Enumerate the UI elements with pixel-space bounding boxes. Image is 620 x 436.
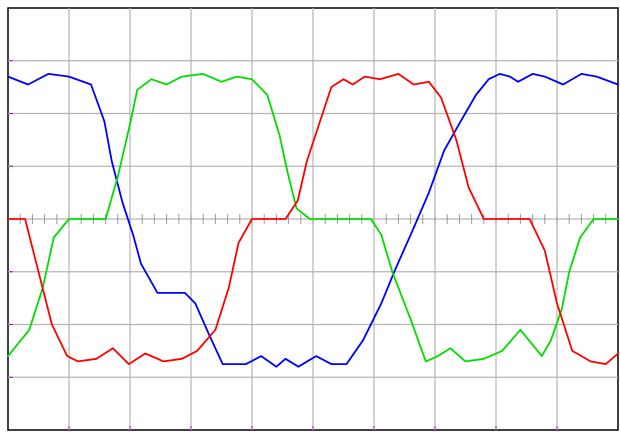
grid	[8, 8, 618, 430]
waveform-traces	[7, 73, 619, 368]
series-line-1	[7, 73, 619, 368]
series-line-3	[7, 73, 619, 365]
series-line-2	[7, 73, 619, 363]
